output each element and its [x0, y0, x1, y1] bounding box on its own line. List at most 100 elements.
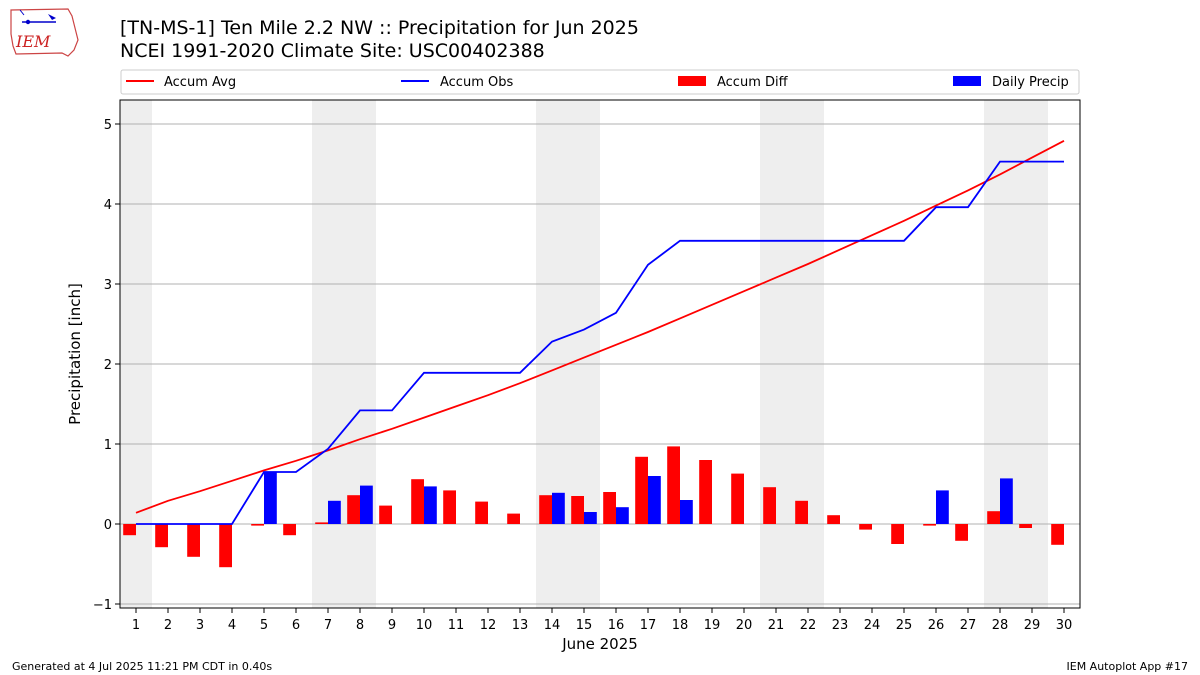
x-tick-label: 7 — [324, 618, 332, 633]
daily-precip-bar — [584, 512, 597, 524]
weekend-shade-4 — [760, 100, 824, 608]
legend-daily-precip-swatch — [953, 76, 981, 86]
x-tick-label: 16 — [608, 618, 625, 633]
x-tick-label: 23 — [832, 618, 849, 633]
y-tick-label: −1 — [93, 598, 112, 613]
x-tick-label: 9 — [388, 618, 396, 633]
legend-box — [120, 69, 1080, 95]
x-tick-label: 25 — [896, 618, 913, 633]
accum-diff-bar — [987, 511, 1000, 524]
accum-diff-bar — [411, 479, 424, 524]
chart-subtitle: NCEI 1991-2020 Climate Site: USC00402388 — [120, 40, 545, 62]
logo-text: IEM — [15, 32, 51, 51]
weekend-shade-2 — [312, 100, 376, 608]
x-tick-label: 8 — [356, 618, 364, 633]
x-tick-label: 26 — [928, 618, 945, 633]
accum-diff-bar — [955, 524, 968, 541]
legend-accum-diff-label: Accum Diff — [717, 75, 789, 90]
x-tick-label: 1 — [132, 618, 140, 633]
accum-diff-bar — [763, 487, 776, 524]
x-tick-label: 18 — [672, 618, 689, 633]
accum-diff-bar — [571, 496, 584, 524]
plot-frame — [119, 99, 1081, 609]
accum-diff-bar — [539, 495, 552, 524]
x-tick-label: 11 — [448, 618, 465, 633]
x-tick-label: 2 — [164, 618, 172, 633]
accum-diff-bar — [667, 446, 680, 524]
accum-diff-bar — [635, 456, 648, 524]
accum-diff-bar — [1051, 524, 1064, 545]
x-tick-label: 17 — [640, 618, 657, 633]
y-tick-label: 0 — [104, 518, 112, 533]
daily-precip-bar — [680, 500, 693, 524]
daily-precip-bar — [424, 486, 437, 524]
accum-diff-bar — [923, 524, 936, 526]
accum-diff-bar — [155, 524, 168, 548]
x-tick-label: 14 — [544, 618, 561, 633]
accum-diff-bar — [251, 524, 264, 526]
x-tick-label: 10 — [416, 618, 433, 633]
accum-diff-bar — [443, 490, 456, 524]
x-tick-label: 21 — [768, 618, 785, 633]
accum-obs-line — [136, 160, 1064, 525]
y-tick-label: 3 — [104, 278, 112, 293]
generated-timestamp: Generated at 4 Jul 2025 11:21 PM CDT in … — [12, 660, 273, 673]
accum-diff-bar — [507, 513, 520, 524]
accum-diff-bar — [283, 524, 296, 536]
daily-precip-bar — [616, 507, 629, 524]
y-tick-label: 1 — [104, 438, 112, 453]
legend-accum-diff-swatch — [678, 76, 706, 86]
y-tick-label: 5 — [104, 118, 112, 133]
x-tick-label: 3 — [196, 618, 204, 633]
accum-diff-bar — [347, 495, 360, 524]
x-tick-label: 24 — [864, 618, 881, 633]
legend-daily-precip-label: Daily Precip — [992, 75, 1069, 90]
daily-precip-bar — [264, 472, 277, 524]
daily-precip-bar — [936, 490, 949, 524]
x-tick-label: 22 — [800, 618, 817, 633]
accum-diff-bar — [475, 501, 488, 524]
x-tick-label: 6 — [292, 618, 300, 633]
accum-diff-bar — [603, 492, 616, 524]
legend-accum-avg-label: Accum Avg — [164, 75, 236, 90]
iem-logo: IEM — [10, 8, 79, 57]
accum-diff-bar — [827, 515, 840, 524]
x-tick-label: 28 — [992, 618, 1009, 633]
daily-precip-bar — [552, 492, 565, 524]
accum-avg-line — [135, 140, 1065, 514]
app-credit: IEM Autoplot App #17 — [1066, 660, 1189, 673]
x-axis-label: June 2025 — [561, 635, 638, 653]
accum-diff-bar — [315, 522, 328, 524]
legend-accum-obs-label: Accum Obs — [440, 75, 513, 90]
y-axis-label: Precipitation [inch] — [66, 283, 84, 425]
daily-precip-bar — [1000, 478, 1013, 524]
accum-diff-bar — [123, 524, 136, 536]
y-tick-label: 4 — [104, 198, 112, 213]
daily-precip-bar — [328, 500, 341, 524]
x-tick-label: 4 — [228, 618, 236, 633]
daily-precip-bar — [648, 476, 661, 524]
x-tick-label: 15 — [576, 618, 593, 633]
accum-diff-bar — [187, 524, 200, 557]
legend: Accum Avg Accum Obs Accum Diff Daily Pre… — [120, 69, 1080, 95]
accum-diff-bar — [731, 473, 744, 524]
accum-diff-bar — [1019, 524, 1032, 528]
x-tick-label: 19 — [704, 618, 721, 633]
x-tick-label: 29 — [1024, 618, 1041, 633]
weekend-shade-3 — [536, 100, 600, 608]
x-tick-label: 27 — [960, 618, 977, 633]
weekend-shade-5 — [984, 100, 1048, 608]
x-tick-label: 30 — [1056, 618, 1073, 633]
y-tick-label: 2 — [104, 358, 112, 373]
x-tick-label: 5 — [260, 618, 268, 633]
accum-diff-bar — [699, 460, 712, 524]
accum-diff-bar — [379, 505, 392, 524]
x-tick-label: 12 — [480, 618, 497, 633]
x-tick-label: 13 — [512, 618, 529, 633]
accum-diff-bar — [859, 524, 872, 530]
accum-diff-bar — [795, 500, 808, 524]
accum-diff-bar — [219, 524, 232, 568]
chart-title: [TN-MS-1] Ten Mile 2.2 NW :: Precipitati… — [120, 17, 639, 39]
accum-diff-bar — [891, 524, 904, 544]
